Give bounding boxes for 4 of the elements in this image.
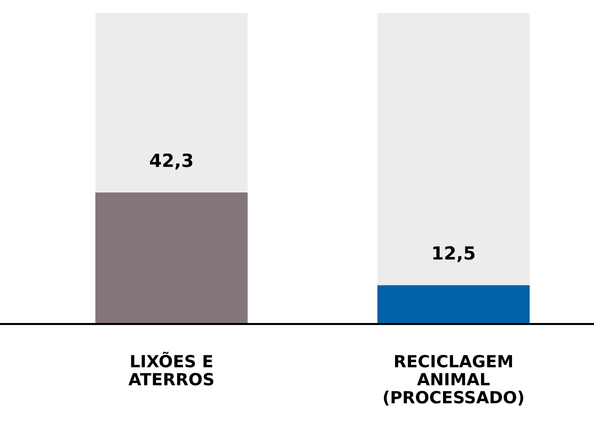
data-label: 42,3 <box>150 153 192 170</box>
x-tick-label: RECICLAGEM ANIMAL (PROCESSADO) <box>384 354 524 406</box>
x-tick-label: LIXÕES E ATERROS <box>128 352 214 386</box>
data-label: 12,5 <box>433 246 475 262</box>
